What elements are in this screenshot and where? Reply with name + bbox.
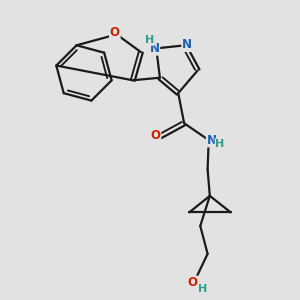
Text: N: N: [207, 134, 217, 147]
Text: N: N: [149, 42, 159, 55]
Text: O: O: [151, 129, 160, 142]
Text: H: H: [198, 284, 207, 294]
Text: H: H: [145, 35, 154, 45]
Text: O: O: [110, 26, 120, 39]
Text: H: H: [215, 139, 224, 149]
Text: N: N: [182, 38, 192, 51]
Text: O: O: [187, 276, 197, 289]
